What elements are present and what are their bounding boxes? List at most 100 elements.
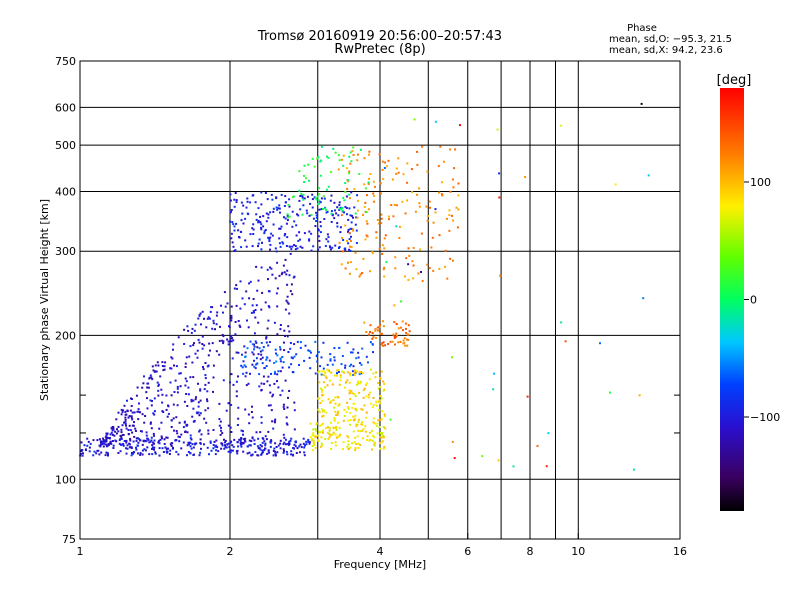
data-point [379,377,382,380]
data-point [360,371,363,373]
data-point [346,179,349,182]
data-point [151,446,154,449]
data-point [105,435,108,438]
data-point [232,339,235,342]
data-point [141,386,144,389]
data-point [334,441,337,444]
data-point [190,438,193,441]
data-point [198,314,201,317]
data-point [248,422,251,425]
data-point [224,439,227,442]
data-point [341,355,344,357]
data-point [399,340,402,343]
data-point [364,430,367,433]
data-point [180,433,183,436]
data-point [453,457,456,459]
data-point [199,389,202,392]
data-point [250,454,253,457]
data-point [319,160,322,163]
data-point [158,427,161,430]
data-point [285,422,288,425]
data-point [327,185,330,188]
data-point [215,323,218,326]
data-point [260,445,263,448]
data-point [293,220,296,223]
data-point [357,351,360,354]
data-point [262,215,265,218]
data-point [170,445,173,447]
data-point [99,440,102,443]
data-point [284,201,287,204]
data-point [283,408,286,410]
data-point [328,429,331,432]
data-point [214,445,217,448]
data-point [235,380,238,383]
data-point [322,208,324,210]
data-point [251,227,254,230]
data-point [249,444,252,447]
data-point [376,219,379,221]
data-point [363,387,366,390]
data-point [375,404,378,407]
data-point [303,174,305,177]
data-point [232,383,235,386]
data-point [220,447,223,450]
data-point [231,221,234,224]
data-point [398,237,401,239]
data-point [208,317,211,320]
data-point [290,453,293,456]
data-point [330,421,332,424]
data-point [347,180,350,183]
data-point [350,160,353,163]
data-point [361,437,364,440]
grid-lines [80,61,680,539]
data-point [207,407,210,410]
data-point [233,225,236,228]
data-point [347,448,350,450]
data-point [632,468,635,471]
data-point [347,230,349,233]
data-point [176,391,179,394]
data-point [438,267,441,270]
data-point [334,444,337,447]
data-point [375,231,378,234]
data-point [151,400,153,402]
data-point [202,366,204,368]
data-point [161,437,163,440]
data-point [161,401,164,404]
data-point [564,340,567,343]
data-point [260,416,263,419]
data-point [421,279,424,282]
data-point [393,335,396,338]
data-point [273,372,276,375]
data-point [227,424,230,427]
data-point [333,419,336,422]
data-point [83,444,86,447]
data-point [327,438,330,440]
data-point [327,426,329,429]
data-point [406,338,409,341]
data-point [351,406,354,409]
data-point [303,359,306,362]
data-point [98,438,101,441]
data-point [348,232,351,234]
data-point [139,439,142,442]
data-point [262,375,265,378]
data-point [355,229,358,232]
data-point [237,229,240,232]
data-point [383,237,386,240]
data-point [356,435,359,438]
data-point [264,435,267,438]
data-point [271,198,274,201]
data-point [290,437,293,440]
data-point [375,236,378,239]
data-point [315,429,318,432]
data-point [264,444,267,447]
data-point [186,423,189,426]
data-point [236,424,239,426]
data-point [267,213,270,216]
data-point [348,193,351,196]
chart-title: Tromsø 20160919 20:56:00–20:57:43 [257,29,502,44]
data-point [328,436,331,438]
data-point [258,373,261,376]
